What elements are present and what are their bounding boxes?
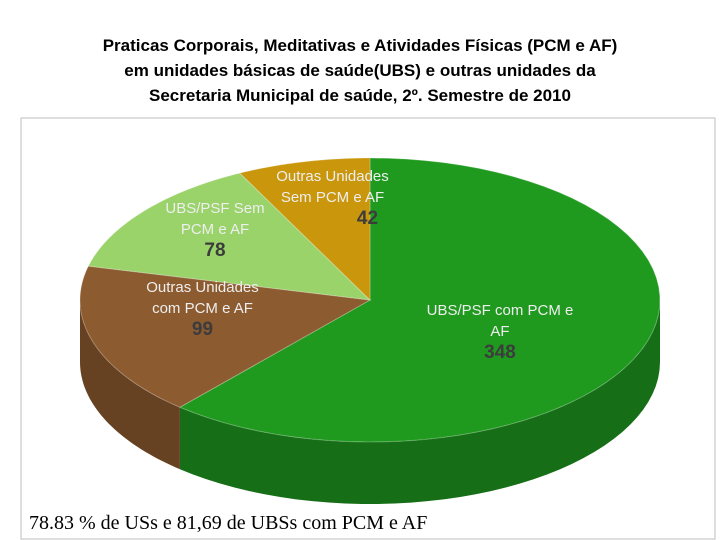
- title-line: em unidades básicas de saúde(UBS) e outr…: [124, 61, 596, 80]
- title-line: Secretaria Municipal de saúde, 2º. Semes…: [149, 86, 571, 105]
- slice-side: [80, 300, 180, 470]
- slice: [238, 157, 371, 302]
- slice-label: Outras Unidades Sem PCM e AF 42: [260, 166, 405, 229]
- slice: [79, 265, 372, 408]
- category-label: Outras Unidades Sem PCM e AF: [276, 168, 389, 206]
- slice: [87, 172, 372, 301]
- slice-label: UBS/PSF Sem PCM e AF 78: [155, 198, 275, 261]
- value-label: 99: [191, 319, 214, 340]
- value-label: 78: [204, 240, 226, 261]
- category-label: UBS/PSF com PCM e AF: [426, 302, 574, 340]
- plot-frame: [20, 117, 716, 540]
- slice: [178, 157, 661, 443]
- footnote: 78.83 % de USs e 81,69 de UBSs com PCM e…: [29, 512, 428, 534]
- title-line: Praticas Corporais, Meditativas e Ativid…: [102, 36, 618, 55]
- slice-label: UBS/PSF com PCM e AF 348: [425, 300, 575, 363]
- category-label: Outras Unidades com PCM e AF: [146, 279, 259, 317]
- slice-side: [179, 300, 660, 504]
- value-label: 348: [484, 342, 516, 363]
- slice-label: Outras Unidades com PCM e AF 99: [130, 277, 275, 340]
- value-label: 42: [356, 208, 379, 229]
- category-label: UBS/PSF Sem PCM e AF: [165, 200, 265, 238]
